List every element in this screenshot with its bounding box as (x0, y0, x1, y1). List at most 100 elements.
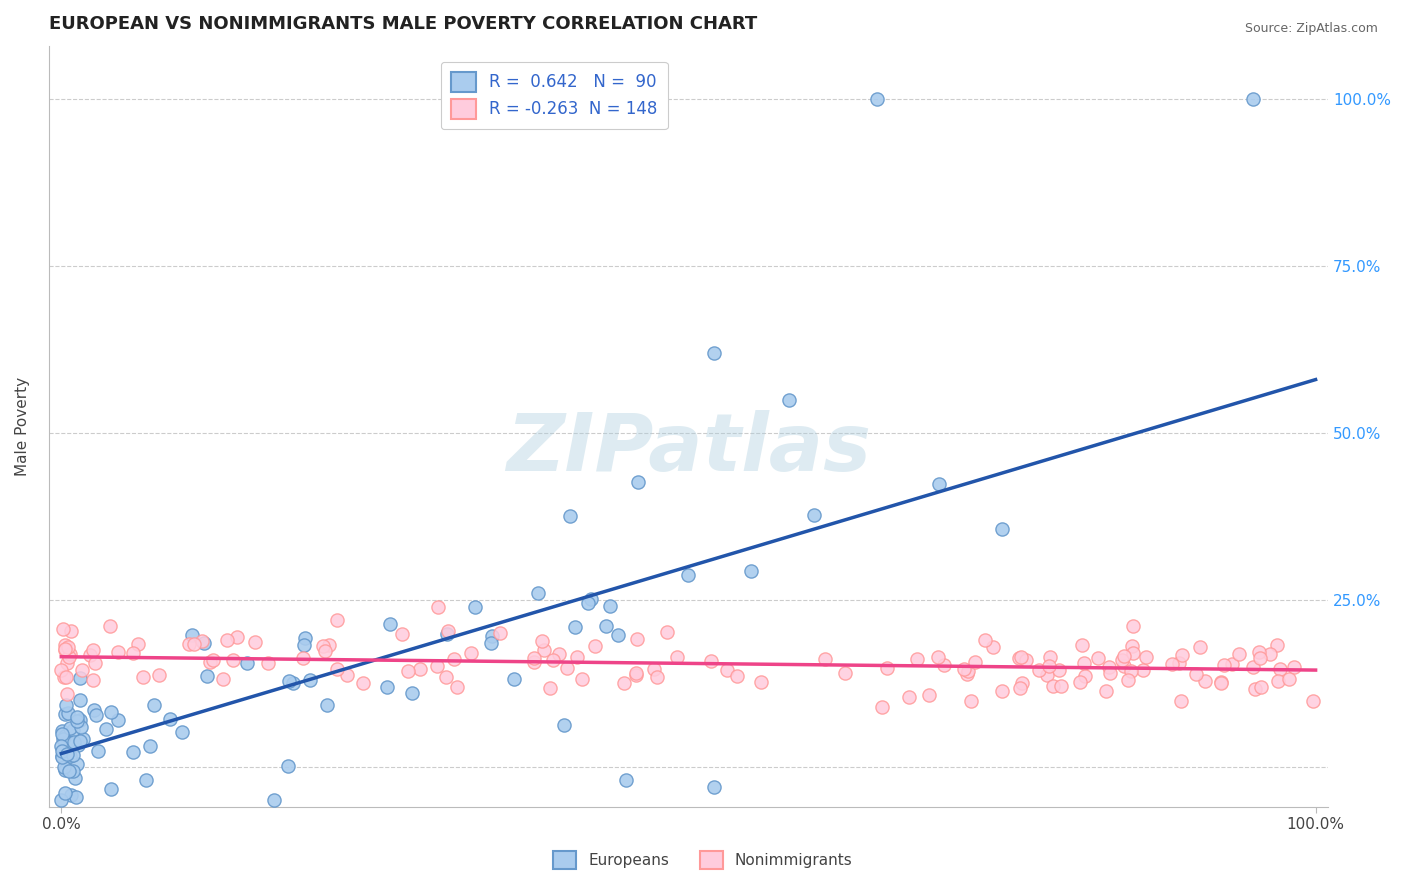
Point (1188, 640, 1211, 655)
Point (70, 663, 93, 677)
Point (956, 667, 979, 681)
Point (434, 669, 457, 683)
Point (523, 655, 546, 669)
Point (318, 638, 340, 652)
Point (814, 652, 837, 666)
Point (56, 687, 79, 701)
Point (778, 392, 800, 407)
Point (865, 92, 887, 106)
Point (1049, 679, 1071, 693)
Point (1011, 675, 1033, 690)
Point (533, 642, 555, 657)
Point (905, 651, 928, 665)
Point (553, 718, 575, 732)
Point (263, 793, 285, 807)
Point (1268, 662, 1291, 676)
Point (66, 714, 89, 728)
Point (446, 680, 468, 694)
Point (426, 599, 449, 614)
Point (872, 700, 894, 714)
Point (69, 692, 91, 706)
Point (87, 744, 110, 758)
Point (1122, 619, 1144, 633)
Point (527, 586, 550, 600)
Point (98, 618, 121, 632)
Point (1111, 653, 1133, 667)
Point (1121, 639, 1143, 653)
Point (83, 702, 105, 716)
Point (222, 653, 245, 667)
Point (1008, 651, 1031, 665)
Point (326, 662, 349, 676)
Point (352, 676, 374, 690)
Point (1170, 694, 1192, 708)
Point (716, 663, 738, 677)
Text: EUROPEAN VS NONIMMIGRANTS MALE POVERTY CORRELATION CHART: EUROPEAN VS NONIMMIGRANTS MALE POVERTY C… (49, 15, 756, 33)
Point (1241, 92, 1264, 106)
Point (107, 645, 129, 659)
Point (70, 721, 93, 735)
Point (148, 668, 170, 682)
Text: ZIPatlas: ZIPatlas (506, 410, 870, 488)
Point (281, 676, 304, 690)
Point (564, 620, 586, 634)
Point (277, 759, 299, 773)
Point (127, 637, 149, 651)
Point (538, 681, 561, 695)
Point (82, 642, 104, 657)
Point (53, 729, 76, 743)
Point (53, 643, 76, 657)
Point (599, 599, 621, 613)
Point (607, 628, 630, 642)
Point (464, 600, 486, 615)
Point (65, 790, 87, 805)
Point (700, 654, 723, 668)
Point (292, 650, 315, 665)
Point (624, 665, 647, 680)
Point (1042, 679, 1064, 693)
Point (59, 749, 82, 764)
Point (956, 664, 979, 678)
Point (63, 735, 86, 749)
Point (1119, 664, 1142, 678)
Point (876, 661, 898, 675)
Point (932, 658, 955, 673)
Point (180, 628, 202, 642)
Point (378, 616, 401, 631)
Point (479, 635, 502, 649)
Point (803, 508, 825, 522)
Point (56, 747, 79, 761)
Point (51, 749, 73, 764)
Point (1267, 673, 1289, 688)
Point (541, 653, 564, 667)
Point (1209, 676, 1232, 690)
Point (927, 650, 949, 665)
Point (1132, 664, 1154, 678)
Point (56, 735, 79, 749)
Point (613, 676, 636, 690)
Point (62, 764, 84, 778)
Point (1213, 657, 1236, 672)
Point (191, 633, 214, 648)
Point (67, 739, 90, 753)
Point (53, 786, 76, 800)
Point (503, 673, 526, 687)
Point (834, 665, 856, 680)
Point (489, 626, 512, 640)
Point (1114, 648, 1136, 663)
Point (55, 698, 77, 712)
Point (960, 694, 983, 708)
Point (626, 632, 648, 647)
Point (531, 633, 554, 648)
Point (645, 670, 668, 684)
Point (678, 568, 700, 582)
Point (56, 640, 79, 655)
Point (1087, 650, 1109, 665)
Point (547, 647, 569, 661)
Point (1047, 663, 1070, 677)
Point (1135, 650, 1157, 665)
Point (1010, 650, 1032, 665)
Point (52, 732, 75, 747)
Point (132, 670, 155, 684)
Point (51, 739, 73, 754)
